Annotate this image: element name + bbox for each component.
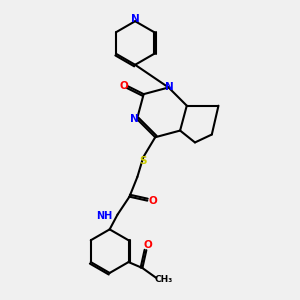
Text: N: N [130,114,138,124]
Text: O: O [149,196,158,206]
Text: CH₃: CH₃ [154,275,172,284]
Text: O: O [144,240,153,250]
Text: O: O [119,81,128,91]
Text: NH: NH [96,211,112,220]
Text: N: N [131,14,140,24]
Text: S: S [140,156,147,166]
Text: N: N [165,82,174,92]
